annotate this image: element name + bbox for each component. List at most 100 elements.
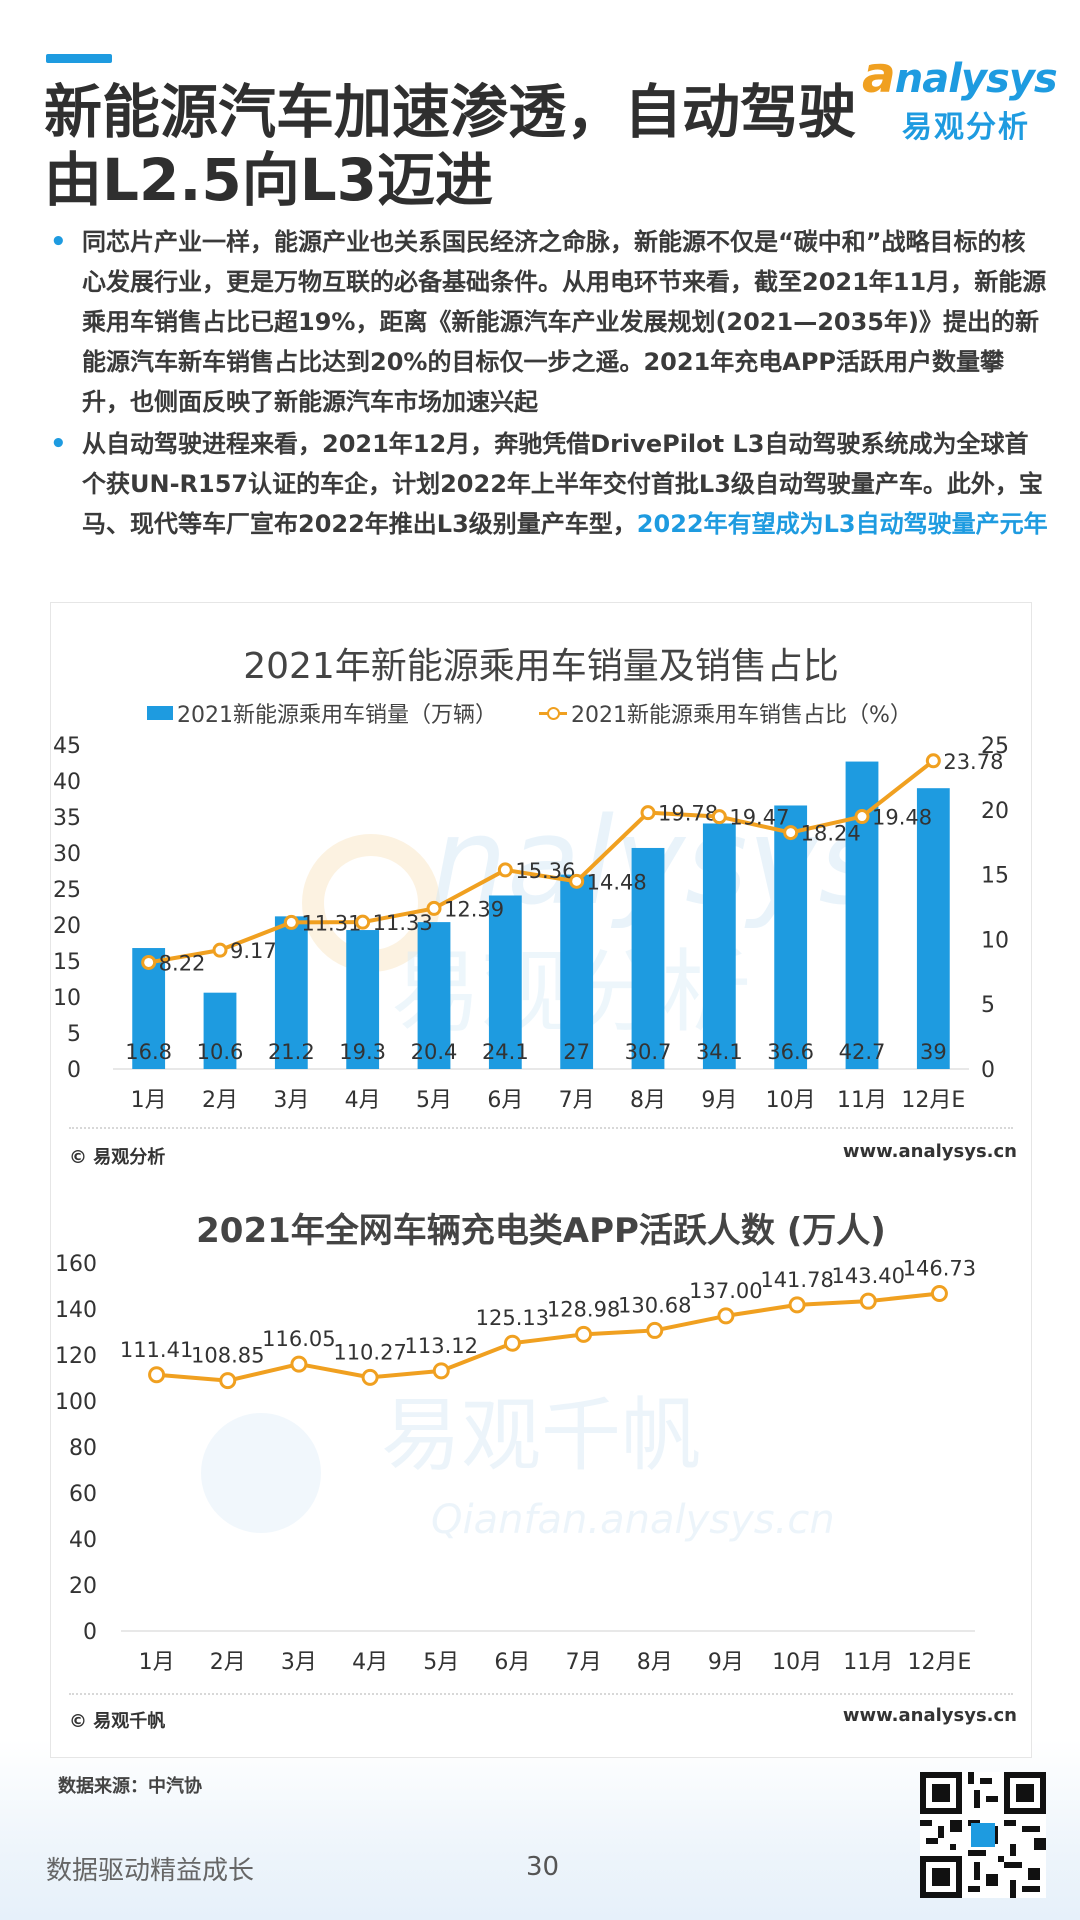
chart2-line-point (432, 1362, 450, 1380)
chart2-x-tick: 12月E (907, 1650, 971, 1675)
chart2-x-tick: 2月 (210, 1650, 246, 1675)
chart1-line-point (355, 914, 371, 930)
chart2-line-label: 143.40 (832, 1264, 905, 1288)
chart1-bar (702, 823, 736, 1069)
legend-line-label: 2021新能源乘用车销售占比（%） (571, 703, 912, 728)
chart1-bar-label: 27 (563, 1040, 590, 1064)
chart1-bar (346, 930, 380, 1069)
chart2-y-tick: 40 (69, 1528, 97, 1553)
chart2-line-label: 108.85 (191, 1344, 264, 1368)
chart2-line-label: 116.05 (262, 1327, 335, 1351)
data-source: 数据来源：中汽协 (58, 1776, 202, 1797)
chart1-bar-label: 10.6 (197, 1040, 244, 1064)
chart2-line-point (646, 1321, 664, 1339)
bullet-dot-icon: • (50, 429, 67, 459)
chart1-line-point (854, 809, 870, 825)
chart1-x-tick: 10月 (766, 1088, 816, 1113)
chart2-y-tick: 0 (83, 1620, 97, 1645)
chart1-y-left-tick: 0 (67, 1058, 81, 1083)
chart2-footer-left: © 易观千帆 (69, 1711, 166, 1732)
chart2-line-label: 130.68 (618, 1293, 691, 1317)
chart1-bar-label: 19.3 (339, 1040, 386, 1064)
chart1-line-label: 12.39 (444, 897, 504, 921)
bullet-text: 从自动驾驶进程来看，2021年12月，奔驰凭借DrivePilot L3自动驾驶… (82, 430, 1043, 538)
chart1-bar (560, 874, 594, 1069)
chart1-bar-label: 42.7 (839, 1040, 886, 1064)
chart1-bar (631, 847, 665, 1069)
chart1-y-right-tick: 15 (981, 864, 1009, 889)
bullet-item-energy: • 同芯片产业一样，能源产业也关系国民经济之命脉，新能源不仅是“碳中和”战略目标… (48, 222, 1048, 422)
legend-line-swatch (539, 706, 567, 720)
chart1-line-point (640, 805, 656, 821)
chart1-line-point (497, 862, 513, 878)
chart1-y-left-tick: 20 (53, 914, 81, 939)
chart1-x-tick: 3月 (273, 1088, 309, 1113)
chart-panel: nalysys 易观分析 易观千帆 Qianfan.analysys.cn 20… (50, 602, 1032, 1758)
chart1-line-label: 19.47 (729, 806, 789, 830)
qr-code-icon (920, 1772, 1046, 1898)
chart2-line-label: 141.78 (760, 1268, 833, 1292)
chart1-x-tick: 4月 (345, 1088, 381, 1113)
chart1-x-tick: 6月 (487, 1088, 523, 1113)
chart1-line-label: 19.48 (872, 806, 932, 830)
chart1-y-right-tick: 25 (981, 734, 1009, 759)
chart1-y-right-tick: 20 (981, 799, 1009, 824)
chart1-y-left-tick: 40 (53, 770, 81, 795)
chart2-x-tick: 6月 (494, 1650, 530, 1675)
chart1-x-tick: 9月 (701, 1088, 737, 1113)
chart2-line-point (930, 1285, 948, 1303)
chart2-line-point (859, 1292, 877, 1310)
chart1-y-left-tick: 10 (53, 986, 81, 1011)
chart2-line-label: 146.73 (903, 1257, 976, 1281)
chart1-bar-label: 24.1 (482, 1040, 529, 1064)
chart1-line-point (212, 942, 228, 958)
page-title-line1: 新能源汽车加速渗透，自动驾驶 (44, 78, 857, 146)
chart1-x-tick: 7月 (559, 1088, 595, 1113)
chart1-line-label: 11.33 (373, 911, 433, 935)
chart1-line-point (569, 873, 585, 889)
chart1-line-label: 14.48 (587, 870, 647, 894)
chart1-y-left-tick: 45 (53, 734, 81, 759)
chart2-line-point (717, 1307, 735, 1325)
chart1-x-tick: 5月 (416, 1088, 452, 1113)
chart2-x-tick: 8月 (637, 1650, 673, 1675)
chart1-footer-left: © 易观分析 (69, 1147, 166, 1168)
chart2-x-tick: 1月 (139, 1650, 175, 1675)
chart2-x-tick: 7月 (566, 1650, 602, 1675)
chart1-footer-right: www.analysys.cn (842, 1141, 1017, 1162)
chart2-line-point (290, 1355, 308, 1373)
chart1-y-left-tick: 30 (53, 842, 81, 867)
chart2-y-tick: 60 (69, 1482, 97, 1507)
page-title-line2: 由L2.5向L3迈进 (44, 146, 494, 214)
chart2-line-point (361, 1368, 379, 1386)
chart1-y-left-tick: 15 (53, 950, 81, 975)
chart2-y-tick: 20 (69, 1574, 97, 1599)
chart1-bar (203, 992, 237, 1069)
chart2-line-point (503, 1334, 521, 1352)
bottom-background (0, 1740, 1080, 1920)
chart1-bar (274, 916, 308, 1069)
bullet-list: • 同芯片产业一样，能源产业也关系国民经济之命脉，新能源不仅是“碳中和”战略目标… (48, 222, 1048, 546)
chart1-bar-label: 39 (920, 1040, 947, 1064)
chart2-line-label: 113.12 (405, 1334, 478, 1358)
chart1-x-tick: 12月E (901, 1088, 965, 1113)
chart1-bar (488, 895, 522, 1069)
chart1-bar-line: 0 5 10 15 20 25 30 35 40 45 0 5 10 15 20 25 16.8 1月 10.6 2月… (53, 734, 1009, 1113)
chart1-bar-label: 36.6 (767, 1040, 814, 1064)
logo-english: analysys (862, 46, 1058, 104)
chart1-line-label: 8.22 (159, 951, 206, 975)
chart2-line-point (575, 1325, 593, 1343)
chart2-line: 0 20 40 60 80 100 120 140 160 111.41 1月 108.85 2月 116… (55, 1252, 976, 1675)
chart1-bar-label: 21.2 (268, 1040, 315, 1064)
chart1-line-label: 23.78 (943, 750, 1003, 774)
chart1-y-left-tick: 25 (53, 878, 81, 903)
chart1-y-right-tick: 10 (981, 928, 1009, 953)
page-number: 30 (526, 1852, 560, 1882)
chart1-x-tick: 2月 (202, 1088, 238, 1113)
chart1-line-point (711, 809, 727, 825)
chart2-x-tick: 3月 (281, 1650, 317, 1675)
chart2-x-tick: 9月 (708, 1650, 744, 1675)
chart2-line-point (148, 1366, 166, 1384)
chart1-y-right-tick: 5 (981, 993, 995, 1018)
chart2-line-label: 137.00 (689, 1279, 762, 1303)
